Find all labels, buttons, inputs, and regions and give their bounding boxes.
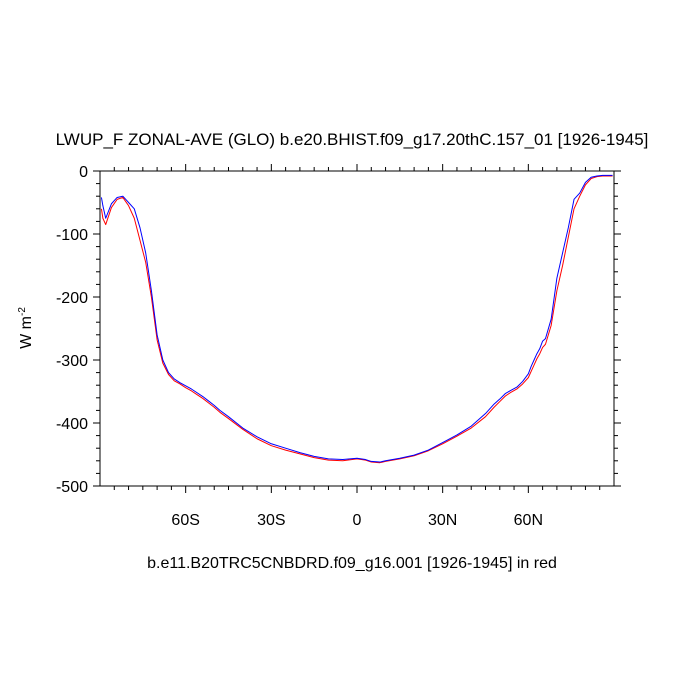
series-red-line (100, 175, 613, 464)
series-group (100, 174, 613, 464)
y-tick-label: -400 (56, 416, 88, 433)
y-tick-label: -500 (56, 479, 88, 496)
x-axis: 60S 30S 0 30N 60N (113, 164, 601, 529)
caption: b.e11.B20TRC5CNBDRD.f09_g16.001 [1926-19… (147, 555, 557, 572)
y-tick-label: 0 (79, 164, 88, 181)
y-axis: 0 -100 -200 -300 -400 -500 (56, 164, 621, 496)
x-tick-label: 60S (171, 512, 199, 529)
series-blue-line (100, 174, 613, 463)
y-axis-label: W m-2 (17, 307, 35, 349)
y-tick-label: -300 (56, 353, 88, 370)
chart-title: LWUP_F ZONAL-AVE (GLO) b.e20.BHIST.f09_g… (56, 130, 649, 149)
x-tick-label: 60N (514, 512, 543, 529)
x-tick-label: 30S (257, 512, 285, 529)
plot-frame (99, 170, 615, 487)
y-tick-label: -200 (56, 290, 88, 307)
x-tick-label: 0 (353, 512, 362, 529)
y-tick-label: -100 (56, 227, 88, 244)
x-tick-label: 30N (428, 512, 457, 529)
